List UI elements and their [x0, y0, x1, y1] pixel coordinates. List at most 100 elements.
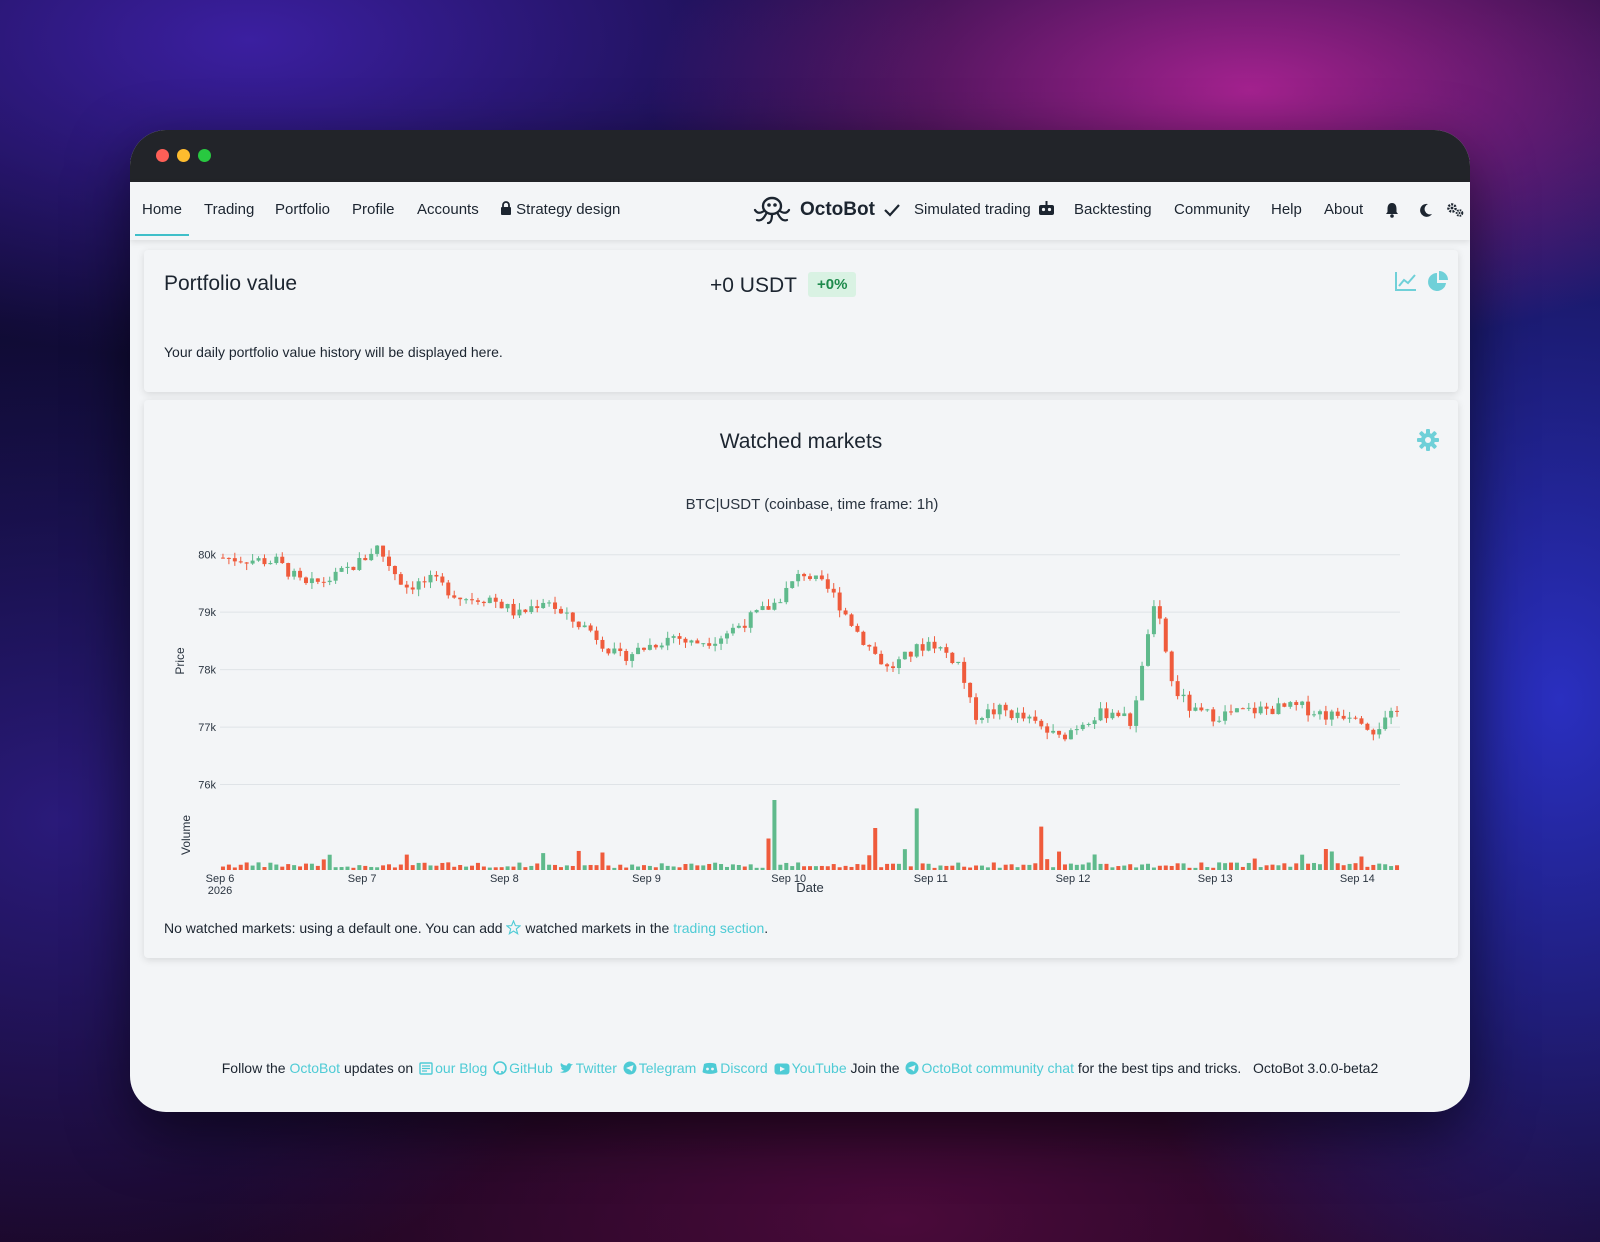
volume-bar	[944, 865, 949, 870]
candle-body	[695, 640, 700, 644]
notifications-button[interactable]	[1381, 199, 1403, 221]
candle-body	[944, 647, 949, 653]
candle-body	[600, 639, 605, 649]
footer-octobot-link[interactable]: OctoBot	[289, 1060, 341, 1076]
x-tick-label: Sep 12	[1056, 873, 1091, 885]
candle-body	[357, 557, 362, 570]
volume-bar	[594, 865, 599, 870]
footer-blog-link[interactable]: our Blog	[417, 1060, 487, 1076]
volume-bar	[1270, 864, 1275, 870]
candle-body	[404, 584, 409, 588]
volume-bar	[357, 865, 362, 870]
volume-bar	[386, 864, 391, 870]
volume-bar	[855, 864, 860, 870]
footer-youtube-link[interactable]: YouTube	[772, 1060, 847, 1076]
volume-bar	[902, 849, 907, 870]
volume-bar	[659, 863, 664, 870]
footer-twitter-link[interactable]: Twitter	[557, 1060, 617, 1076]
volume-bar	[1335, 863, 1340, 870]
x-tick-label: Sep 6	[206, 873, 235, 885]
portfolio-change-badge: +0%	[808, 272, 857, 297]
lock-icon	[501, 201, 511, 215]
settings-button[interactable]	[1444, 199, 1466, 221]
volume-bar	[1199, 862, 1204, 870]
volume-bar	[790, 866, 795, 870]
volume-bar	[1110, 867, 1115, 870]
candle-body	[464, 599, 469, 601]
candle-body	[1003, 704, 1008, 711]
candle-body	[1383, 717, 1388, 730]
candle-body	[683, 638, 688, 643]
nav-backtesting[interactable]: Backtesting	[1074, 201, 1152, 218]
candle-body	[873, 646, 878, 654]
nav-community[interactable]: Community	[1174, 201, 1250, 218]
volume-bar	[440, 862, 445, 870]
portfolio-history-message: Your daily portfolio value history will …	[164, 344, 503, 360]
trading-section-link[interactable]: trading section	[673, 920, 765, 936]
candle-body	[885, 664, 890, 667]
candle-body	[1365, 723, 1370, 730]
candle-body	[458, 597, 463, 600]
dark-mode-toggle[interactable]	[1415, 199, 1437, 221]
telegram-icon	[905, 1061, 919, 1075]
candle-body	[333, 571, 338, 581]
footer-github-label: GitHub	[509, 1060, 553, 1076]
volume-bar	[553, 864, 558, 870]
candle-body	[1353, 717, 1358, 719]
candle-body	[1329, 711, 1334, 720]
volume-bar	[1157, 865, 1162, 870]
line-chart-icon[interactable]	[1394, 270, 1418, 292]
candle-body	[819, 575, 824, 580]
candle-body	[914, 644, 919, 657]
candlestick-chart[interactable]: 80k 79k 78k 77k 76k Price Volume Date Sep 6 Sep 7…	[144, 400, 1458, 910]
volume-bar	[1140, 864, 1145, 870]
footer-github-link[interactable]: GitHub	[491, 1060, 553, 1076]
nav-home[interactable]: Home	[134, 201, 190, 236]
volume-bar	[505, 866, 510, 870]
volume-bar	[226, 864, 231, 870]
nav-simulated-trading-label: Simulated trading	[914, 201, 1031, 218]
nav-help[interactable]: Help	[1271, 201, 1302, 218]
volume-bar	[1104, 863, 1109, 870]
candle-body	[487, 597, 492, 604]
footer-community-chat-link[interactable]: OctoBot community chat	[903, 1060, 1074, 1076]
candle-body	[505, 603, 510, 609]
nav-simulated-trading[interactable]: Simulated trading	[914, 201, 1055, 218]
candle-body	[808, 576, 812, 579]
footer-discord-link[interactable]: Discord	[700, 1060, 768, 1076]
pie-chart-icon[interactable]	[1426, 270, 1450, 294]
candle-body	[843, 610, 848, 615]
volume-bar	[327, 854, 332, 870]
candle-body	[926, 641, 931, 651]
candle-body	[891, 666, 896, 669]
candle-body	[641, 647, 646, 650]
volume-bar	[1175, 863, 1180, 870]
volume-bar	[1276, 865, 1281, 870]
brand-logo[interactable]: OctoBot	[752, 193, 901, 227]
gear-icon[interactable]	[1416, 428, 1440, 452]
volume-bar	[784, 862, 789, 870]
maximize-window-button[interactable]	[198, 149, 211, 162]
candle-body	[1074, 729, 1079, 731]
volume-bar	[1300, 854, 1305, 870]
candle-body	[422, 581, 427, 583]
close-window-button[interactable]	[156, 149, 169, 162]
candle-body	[475, 600, 480, 602]
nav-about[interactable]: About	[1324, 201, 1364, 218]
volume-bar	[1057, 851, 1062, 870]
candle-body	[831, 588, 836, 593]
volume-bar	[719, 864, 724, 870]
volume-bar	[487, 867, 492, 870]
candle-body	[713, 643, 718, 646]
volume-axis-title: Volume	[179, 815, 193, 855]
candle-body	[1395, 710, 1400, 712]
nav-portfolio[interactable]: Portfolio	[275, 201, 331, 218]
footer-telegram-link[interactable]: Telegram	[621, 1060, 696, 1076]
nav-profile[interactable]: Profile	[352, 201, 395, 218]
nav-trading[interactable]: Trading	[204, 201, 255, 218]
volume-bar	[641, 865, 646, 870]
volume-bar	[582, 865, 587, 870]
nav-strategy-design[interactable]: Strategy design	[500, 201, 620, 218]
nav-accounts[interactable]: Accounts	[417, 201, 479, 218]
minimize-window-button[interactable]	[177, 149, 190, 162]
